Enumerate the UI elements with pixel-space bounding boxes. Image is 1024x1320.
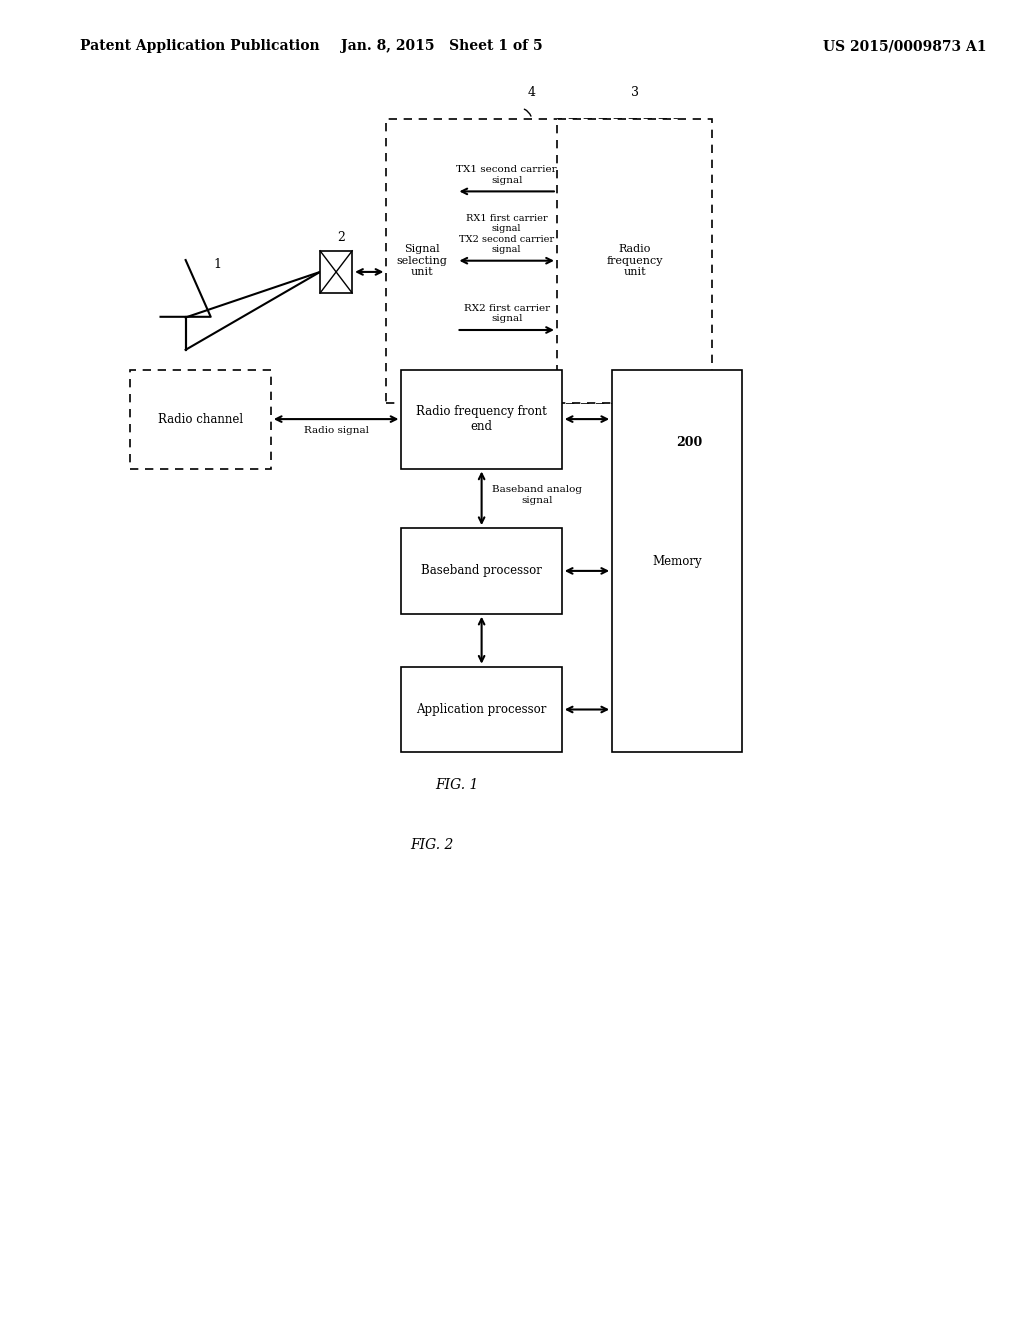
FancyBboxPatch shape [130,370,271,469]
Text: TX1 second carrier
signal: TX1 second carrier signal [457,165,557,185]
Text: Baseband analog
signal: Baseband analog signal [492,486,582,504]
FancyBboxPatch shape [557,119,713,403]
Text: 1: 1 [214,257,222,271]
FancyBboxPatch shape [401,370,562,469]
FancyBboxPatch shape [401,528,562,614]
Text: RX1 first carrier
signal
TX2 second carrier
signal: RX1 first carrier signal TX2 second carr… [459,214,554,253]
Text: Baseband processor: Baseband processor [421,565,542,577]
Bar [321,251,352,293]
Text: Memory: Memory [652,554,702,568]
Text: Radio channel: Radio channel [158,413,244,425]
FancyBboxPatch shape [401,667,562,752]
Text: FIG. 2: FIG. 2 [410,838,454,851]
Text: 3: 3 [631,86,639,99]
Text: 2: 2 [337,231,345,244]
Text: 4: 4 [527,86,536,99]
Text: FIG. 1: FIG. 1 [435,779,478,792]
Text: Signal
selecting
unit: Signal selecting unit [396,244,447,277]
Text: Jan. 8, 2015   Sheet 1 of 5: Jan. 8, 2015 Sheet 1 of 5 [341,40,543,53]
Text: Application processor: Application processor [417,704,547,715]
FancyBboxPatch shape [386,119,677,403]
FancyBboxPatch shape [612,370,742,752]
Text: Radio
frequency
unit: Radio frequency unit [606,244,663,277]
Text: Radio frequency front
end: Radio frequency front end [416,405,547,433]
Text: Patent Application Publication: Patent Application Publication [80,40,319,53]
Text: 200: 200 [676,436,702,449]
Text: US 2015/0009873 A1: US 2015/0009873 A1 [822,40,986,53]
Text: RX2 first carrier
signal: RX2 first carrier signal [464,304,550,323]
Text: Radio signal: Radio signal [304,426,369,436]
